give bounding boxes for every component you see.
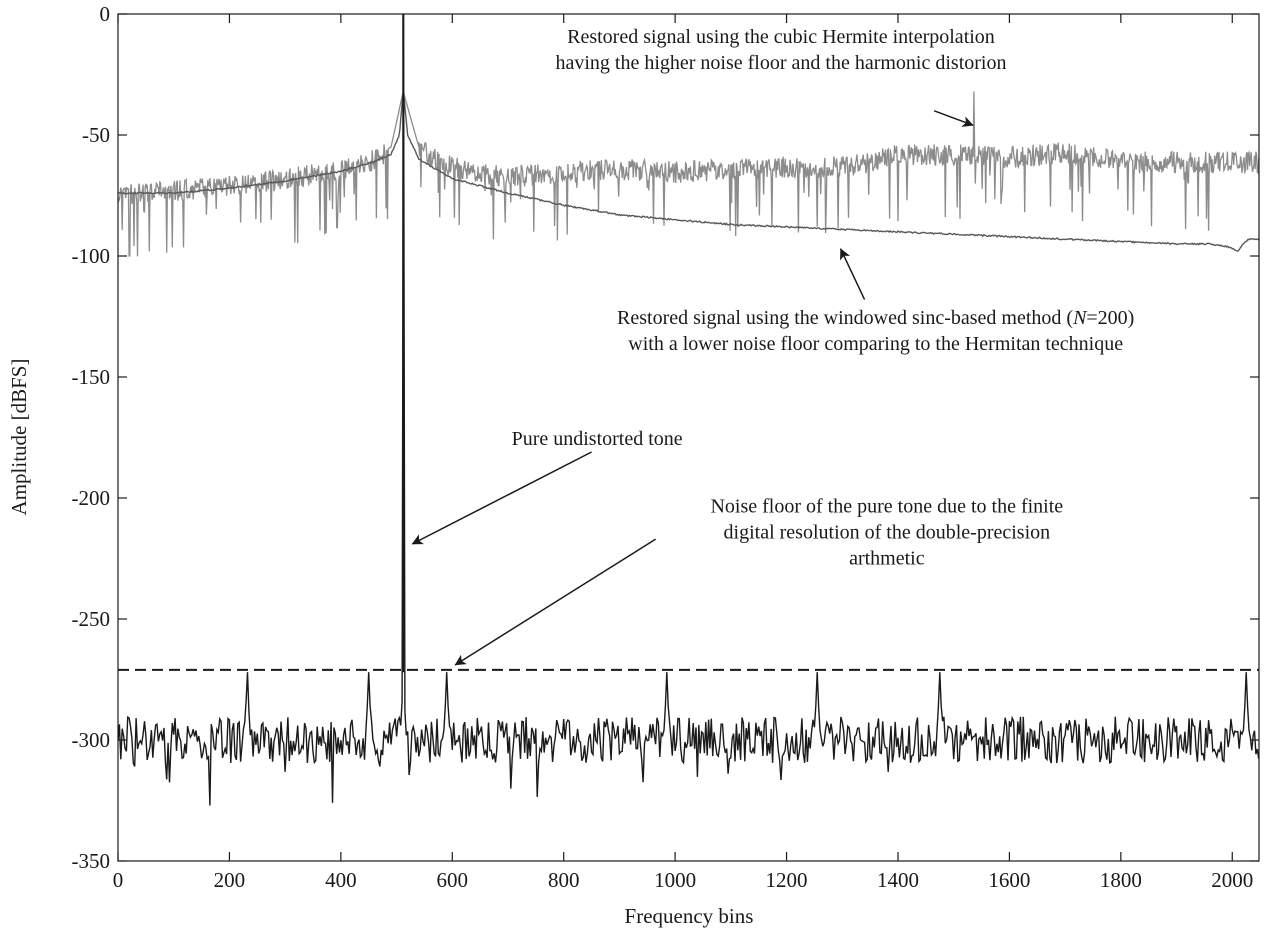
- y-tick-label: -350: [72, 849, 111, 873]
- annotation-text: digital resolution of the double-precisi…: [724, 522, 1051, 544]
- x-tick-label: 1400: [877, 868, 919, 892]
- series-sinc: [118, 91, 1259, 252]
- plot-frame: [117, 13, 1260, 862]
- annotation-text-part: with a lower noise floor comparing to th…: [628, 333, 1123, 355]
- annotation-text: having the higher noise floor and the ha…: [555, 52, 1006, 74]
- x-tick-label: 600: [437, 868, 469, 892]
- annotation-text-part: =200): [1086, 307, 1134, 329]
- annotation-text: Noise floor of the pure tone due to the …: [710, 496, 1063, 518]
- annotation-text: Restored signal using the cubic Hermite …: [567, 26, 995, 48]
- annotation-arrow: [454, 538, 657, 666]
- y-tick-label: -250: [72, 607, 111, 631]
- annotation-text-part: N: [1072, 307, 1088, 329]
- x-tick-label: 1200: [766, 868, 808, 892]
- x-tick-label: 800: [548, 868, 580, 892]
- y-tick-label: 0: [100, 2, 111, 26]
- annotation-arrow: [933, 110, 974, 127]
- y-tick-label: -300: [72, 728, 111, 752]
- y-axis-title: Amplitude [dBFS]: [7, 359, 31, 516]
- annotation-text: with a lower noise floor comparing to th…: [628, 333, 1123, 355]
- annotation-text: Restored signal using the windowed sinc-…: [617, 307, 1134, 329]
- y-tick-label: -50: [82, 123, 110, 147]
- x-tick-label: 1000: [654, 868, 696, 892]
- y-tick-label: -100: [72, 244, 111, 268]
- x-tick-label: 0: [113, 868, 124, 892]
- x-tick-label: 1800: [1100, 868, 1142, 892]
- x-tick-label: 1600: [988, 868, 1030, 892]
- axes-layer: 0 200 400 600 800 1000 1200 1400 1600 1800 2000 0 -5…: [72, 2, 1259, 892]
- x-axis-title: Frequency bins: [625, 904, 754, 928]
- series-layer: [118, 14, 1259, 806]
- annotation-text-part: Restored signal using the windowed sinc-…: [617, 307, 1073, 329]
- x-tick-label: 200: [214, 868, 246, 892]
- annotation-arrow: [839, 248, 866, 300]
- annotation-layer: Restored signal using the cubic Hermite …: [411, 26, 1134, 666]
- series-pure-tone: [118, 14, 1259, 806]
- annotation-arrow: [411, 451, 592, 545]
- x-tick-label: 400: [325, 868, 357, 892]
- x-tick-label: 2000: [1211, 868, 1253, 892]
- series-hermite: [118, 90, 1259, 257]
- y-tick-label: -200: [72, 486, 111, 510]
- annotation-text: arthmetic: [849, 548, 925, 570]
- annotation-text: Pure undistorted tone: [512, 428, 683, 450]
- y-tick-label: -150: [72, 365, 111, 389]
